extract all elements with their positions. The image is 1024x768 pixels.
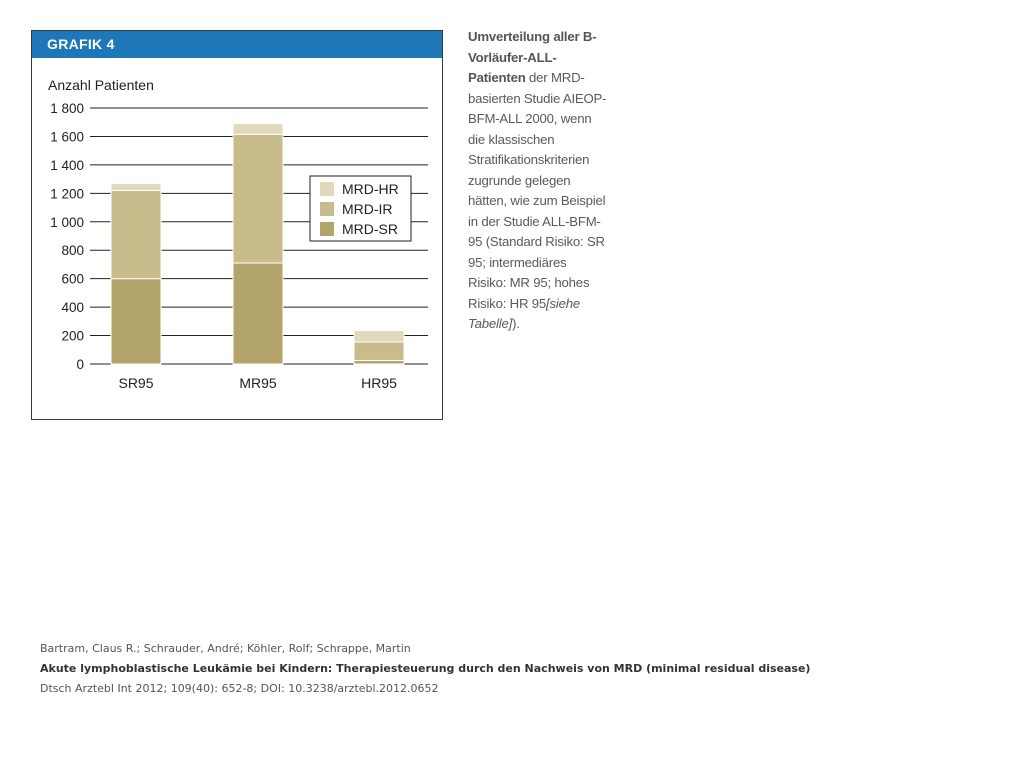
bar-segment-mrd-hr (353, 330, 405, 343)
legend-label: MRD-HR (342, 181, 399, 197)
bar-segment-mrd-ir (110, 189, 162, 280)
caption-italic: [siehe Tabelle] (468, 295, 581, 332)
citation-source: Dtsch Arztebl Int 2012; 109(40): 652-8; … (40, 682, 439, 695)
y-tick-label: 400 (61, 300, 84, 315)
bar-segment-mrd-sr (110, 278, 162, 365)
y-tick-label: 1 200 (50, 186, 84, 201)
legend-label: MRD-SR (342, 221, 398, 237)
bar-segment-mrd-sr (353, 359, 405, 365)
legend-swatch (320, 222, 334, 236)
bar-segment-mrd-hr (232, 123, 284, 135)
y-tick-label: 1 000 (50, 215, 84, 230)
citation-title: Akute lymphoblastische Leukämie bei Kind… (40, 662, 811, 675)
x-tick-label: HR95 (361, 375, 397, 391)
x-tick-label: MR95 (239, 375, 277, 391)
legend-label: MRD-IR (342, 201, 393, 217)
figure-caption: Umverteilung aller B-Vorläufer-ALL-Patie… (468, 27, 608, 335)
caption-end: ). (512, 316, 520, 331)
figure-header: GRAFIK 4 (32, 31, 442, 58)
bar-segment-mrd-ir (353, 341, 405, 361)
y-axis-label: Anzahl Patienten (48, 77, 154, 93)
caption-bold: Umverteilung aller B-Vorläufer-ALL-Patie… (468, 29, 597, 85)
citation-authors: Bartram, Claus R.; Schrauder, André; Köh… (40, 642, 411, 655)
y-tick-label: 600 (61, 272, 84, 287)
chart: Anzahl Patienten 0 200 400 600 800 1 000 1 200 1… (48, 77, 428, 391)
y-tick-label: 1 800 (50, 101, 84, 116)
x-tick-label: SR95 (118, 375, 153, 391)
bar-segment-mrd-sr (232, 262, 284, 365)
y-tick-label: 200 (61, 329, 84, 344)
legend-swatch (320, 202, 334, 216)
bar-segment-mrd-hr (110, 182, 162, 191)
bar-segment-mrd-ir (232, 133, 284, 264)
y-tick-label: 0 (76, 357, 84, 372)
caption-text: der MRD-basierten Studie AIEOP-BFM-ALL 2… (468, 70, 607, 311)
y-tick-label: 800 (61, 243, 84, 258)
legend-swatch (320, 182, 334, 196)
citation: Bartram, Claus R.; Schrauder, André; Köh… (40, 639, 810, 699)
y-tick-label: 1 600 (50, 129, 84, 144)
y-tick-label: 1 400 (50, 158, 84, 173)
figure-box: Anzahl Patienten 0 200 400 600 800 1 000 1 200 1… (31, 30, 443, 420)
